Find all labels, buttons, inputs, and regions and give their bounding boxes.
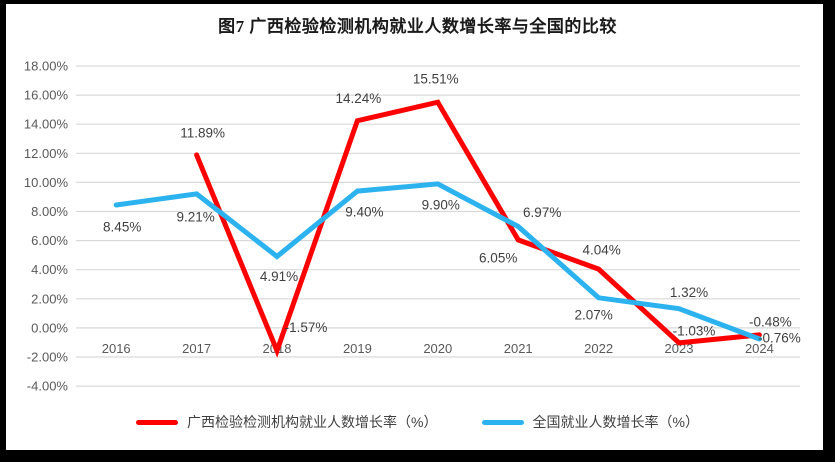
- x-axis-tick-label: 2021: [504, 341, 533, 356]
- data-label: 15.51%: [413, 72, 459, 87]
- legend-swatch-red-line: [136, 419, 179, 425]
- legend-label-national: 全国就业人数增长率（%）: [532, 414, 699, 430]
- data-label: 2.07%: [574, 307, 612, 322]
- data-label: 9.90%: [422, 197, 460, 212]
- frame-border-right: [823, 0, 835, 462]
- data-label: 1.32%: [670, 285, 708, 300]
- data-label: -1.57%: [285, 320, 328, 335]
- x-axis-tick-label: 2017: [182, 341, 211, 356]
- legend-item-guangxi: 广西检验检测机构就业人数增长率（%）: [136, 412, 438, 432]
- x-axis-tick-label: 2016: [102, 341, 131, 356]
- chart-legend: 广西检验检测机构就业人数增长率（%） 全国就业人数增长率（%）: [0, 408, 835, 436]
- data-label: 14.24%: [336, 91, 382, 106]
- x-axis-tick-label: 2023: [665, 341, 694, 356]
- data-label: -0.48%: [749, 314, 792, 329]
- legend-label-guangxi: 广西检验检测机构就业人数增长率（%）: [187, 414, 438, 430]
- data-label: 9.21%: [176, 209, 214, 224]
- y-axis-tick-label: 18.00%: [24, 59, 69, 74]
- y-axis-tick-label: 2.00%: [31, 291, 68, 306]
- y-axis-tick-label: 4.00%: [31, 262, 68, 277]
- y-axis-tick-label: 6.00%: [31, 233, 68, 248]
- y-axis-tick-label: 10.00%: [24, 175, 69, 190]
- y-axis-tick-label: 12.00%: [24, 146, 69, 161]
- data-label: -1.03%: [673, 323, 716, 338]
- data-label: -0.76%: [758, 331, 801, 346]
- series-line-national: [113, 181, 762, 342]
- x-axis-tick-label: 2024: [745, 341, 774, 356]
- y-axis-tick-label: -2.00%: [27, 350, 69, 365]
- y-axis-tick-label: 0.00%: [31, 320, 68, 335]
- data-label: 4.91%: [260, 269, 298, 284]
- x-axis-tick-label: 2019: [343, 341, 372, 356]
- data-label: 11.89%: [180, 125, 225, 140]
- x-axis-tick-label: 2022: [584, 341, 613, 356]
- chart-title: 图7 广西检验检测机构就业人数增长率与全国的比较: [218, 17, 617, 36]
- data-label: 6.97%: [523, 205, 561, 220]
- y-axis-tick-label: 8.00%: [31, 204, 68, 219]
- frame-border-left: [0, 0, 6, 462]
- y-axis-tick-label: -4.00%: [27, 379, 69, 394]
- data-label: 6.05%: [479, 250, 517, 265]
- data-label: 4.04%: [582, 243, 620, 258]
- data-label: 9.40%: [345, 205, 383, 220]
- legend-item-national: 全国就业人数增长率（%）: [481, 412, 699, 432]
- legend-swatch-blue-line: [481, 419, 524, 425]
- x-axis-tick-label: 2020: [423, 341, 452, 356]
- y-axis-tick-label: 14.00%: [24, 117, 69, 132]
- y-axis-tick-label: 16.00%: [24, 88, 69, 103]
- series-line-guangxi: [194, 99, 762, 358]
- data-label: 8.45%: [103, 220, 141, 235]
- frame-border-bottom: [0, 450, 835, 462]
- frame-border-top: [0, 0, 835, 4]
